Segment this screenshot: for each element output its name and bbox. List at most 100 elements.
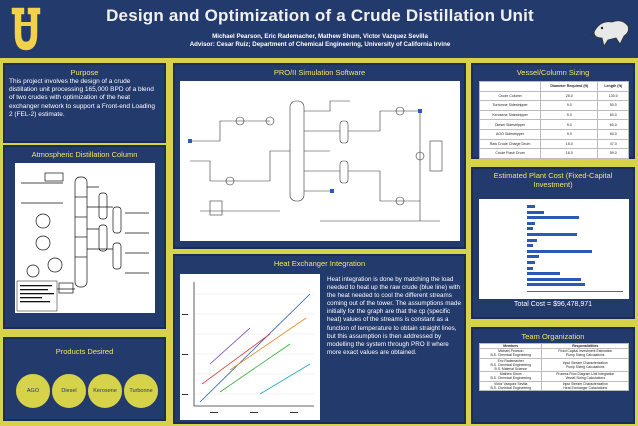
header-cell: Members: [478, 342, 543, 350]
uci-logo: [6, 4, 46, 54]
cost-bar: [527, 205, 535, 208]
plant-cost-panel: Estimated Plant Cost (Fixed-Capital Inve…: [471, 167, 635, 319]
table-cell: 60.0: [597, 128, 629, 140]
table-cell: Michael Pearson B.S. Chemical Engineerin…: [478, 348, 543, 359]
vessel-sizing-title: Vessel/Column Sizing: [516, 68, 590, 77]
table-cell: Victor Vazquez Sevilla B.S. Chemical Eng…: [478, 380, 543, 392]
table-cell: 60.0: [597, 119, 629, 130]
purpose-panel: Purpose This project involves the design…: [3, 63, 166, 143]
header-cell: Responsibilities: [541, 342, 629, 350]
product-turbonne: Turbonne: [123, 373, 159, 409]
cost-bar: [527, 266, 533, 270]
product-label: Kerosene: [93, 388, 117, 394]
plant-cost-title: Estimated Plant Cost (Fixed-Capital Inve…: [493, 171, 613, 189]
table-row: Victor Vazquez Sevilla B.S. Chemical Eng…: [478, 380, 629, 392]
header-cell: Diameter Required (ft): [540, 81, 599, 92]
cost-bar: [527, 221, 535, 225]
authors-line: Michael Pearson, Eric Rademacher, Mathew…: [60, 33, 580, 49]
table-cell: Turbonne Sidestripper: [478, 100, 542, 111]
table-cell: Input Stream Characterization Heat Excha…: [541, 380, 629, 392]
table-cell: Crude Column: [478, 90, 542, 102]
cost-bar: [527, 277, 581, 281]
table-cell: Crude Flash Drum: [478, 148, 542, 159]
advisor: Advisor: Cesar Ruiz; Department of Chemi…: [189, 41, 451, 48]
table-header-row: Members Responsibilities: [478, 342, 629, 350]
team-organization-table: Members Responsibilities Michael Pearson…: [478, 342, 629, 392]
table-row: Mathew Shum B.S. Chemical Engineering Pro…: [478, 371, 629, 382]
table-cell: 9.0: [540, 119, 599, 130]
table-cell: Diesel Sidestripper: [478, 119, 542, 130]
cost-bar: [527, 227, 533, 231]
cost-x-axis: [527, 291, 623, 292]
table-cell: Mathew Shum B.S. Chemical Engineering: [478, 371, 543, 382]
table-cell: 9.0: [540, 128, 599, 140]
heat-exchanger-body: Heat integration is done by matching the…: [327, 276, 461, 356]
plant-cost-total: Total Cost = $96,478,971: [513, 301, 593, 308]
authors: Michael Pearson, Eric Rademacher, Mathew…: [212, 33, 428, 40]
product-label: Diesel: [61, 388, 77, 394]
atmospheric-column-diagram: [15, 163, 155, 313]
proii-title: PRO/II Simulation Software: [273, 68, 366, 77]
table-cell: 50.0: [597, 100, 629, 111]
cost-bar: [527, 210, 545, 214]
table-cell: Eric Rademacher B.S. Chemical Engineerin…: [478, 357, 543, 373]
vessel-sizing-table: Diameter Required (ft) Length (ft) Crude…: [478, 81, 629, 159]
product-ago: AGO: [15, 373, 51, 409]
table-cell: 9.0: [540, 109, 599, 121]
table-row: Crude Column 25.0 130.0: [478, 90, 629, 102]
table-cell: 60.0: [597, 109, 629, 121]
cost-bar: [527, 249, 593, 253]
cost-bar: [527, 272, 560, 276]
plant-cost-chart: [479, 199, 629, 299]
table-row: Eric Rademacher B.S. Chemical Engineerin…: [478, 357, 629, 373]
heat-integration-chart: [180, 274, 320, 420]
table-cell: AGO Sidestripper: [478, 128, 542, 140]
heat-exchanger-title: Heat Exchanger Integration: [273, 259, 366, 268]
product-diesel: Diesel: [51, 373, 87, 409]
table-cell: Input Stream Characterization Pump Sizin…: [541, 357, 629, 373]
anteater-mascot-icon: [590, 20, 629, 47]
table-cell: Kerosene Sidestripper: [478, 109, 542, 121]
team-organization-title: Team Organization: [521, 332, 585, 341]
cost-bar: [527, 233, 577, 236]
vessel-sizing-panel: Vessel/Column Sizing Diameter Required (…: [471, 63, 635, 159]
products-title: Products Desired: [55, 347, 114, 356]
cost-bar: [527, 255, 539, 259]
table-cell: 130.0: [597, 90, 629, 102]
product-label: AGO: [26, 388, 40, 394]
table-cell: 25.0: [540, 90, 599, 102]
cost-bar: [527, 216, 579, 220]
product-kerosene: Kerosene: [87, 373, 123, 409]
table-header-row: Diameter Required (ft) Length (ft): [478, 81, 629, 92]
cost-bar: [527, 244, 533, 248]
table-cell: 47.0: [597, 138, 629, 150]
heat-exchanger-panel: Heat Exchanger Integration: [173, 254, 466, 424]
table-cell: Process Flow Diagram Unit Integration Ve…: [541, 371, 629, 382]
table-row: AGO Sidestripper 9.0 60.0: [478, 128, 629, 140]
atmospheric-title: Atmospheric Distillation Column: [31, 150, 138, 159]
table-cell: 59.0: [597, 148, 629, 159]
header-cell: Length (ft): [597, 81, 629, 92]
atmospheric-column-panel: Atmospheric Distillation Column: [3, 145, 166, 329]
table-row: Kerosene Sidestripper 9.0 60.0: [478, 109, 629, 121]
proii-panel: PRO/II Simulation Software: [173, 63, 466, 249]
purpose-title: Purpose: [70, 68, 99, 77]
table-cell: 16.0: [540, 148, 599, 159]
table-row: Raw Crude Charge Drum 15.0 47.0: [478, 138, 629, 150]
table-row: Crude Flash Drum 16.0 59.0: [478, 148, 629, 159]
header-cell: [478, 81, 542, 92]
purpose-body: This project involves the design of a cr…: [9, 78, 155, 118]
cost-bar: [527, 238, 537, 242]
table-row: Michael Pearson B.S. Chemical Engineerin…: [478, 348, 629, 359]
table-cell: 9.0: [540, 100, 599, 111]
products-panel: Products Desired AGO Diesel Kerosene Tur…: [3, 337, 166, 421]
table-cell: Raw Crude Charge Drum: [478, 138, 542, 150]
table-cell: Fixed Capital Investment Estimation Pump…: [541, 348, 629, 359]
proii-flowsheet-diagram: [180, 81, 460, 241]
cost-bar: [527, 283, 585, 287]
table-row: Turbonne Sidestripper 9.0 50.0: [478, 100, 629, 111]
team-organization-panel: Team Organization Members Responsibiliti…: [471, 327, 635, 424]
cost-bar: [527, 261, 535, 264]
product-label: Turbonne: [129, 388, 153, 394]
